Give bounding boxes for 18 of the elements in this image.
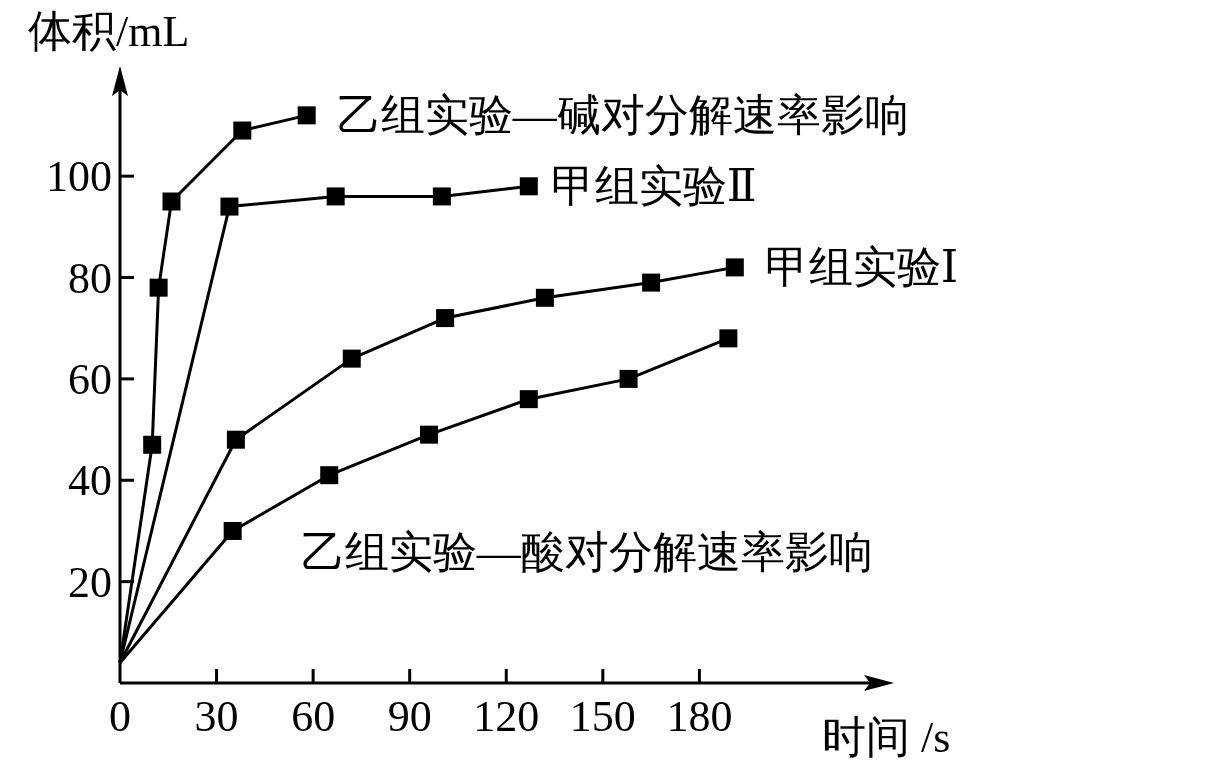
series-label: 甲组实验Ⅰ: [764, 243, 959, 293]
y-tick-label: 100: [46, 152, 112, 202]
x-tick-label: 90: [387, 692, 432, 741]
series-label: 乙组实验—碱对分解速率影响: [336, 91, 909, 141]
x-tick-label: 120: [473, 692, 540, 741]
x-tick-label: 180: [666, 692, 733, 741]
y-tick-label: 60: [68, 354, 112, 404]
x-axis-title: 时间 /s: [822, 713, 951, 762]
series-label: 乙组实验—酸对分解速率影响: [300, 527, 873, 577]
y-tick-label: 80: [68, 253, 112, 303]
y-tick-label: 40: [68, 456, 112, 506]
x-tick-label: 30: [194, 692, 239, 741]
x-tick-label: 150: [569, 692, 636, 741]
x-tick-label: 60: [291, 692, 336, 741]
x-tick-label: 0: [109, 692, 131, 741]
series-label: 甲组实验Ⅱ: [550, 162, 757, 212]
y-axis-title: 体积/mL: [28, 7, 190, 56]
y-tick-label: 20: [68, 557, 112, 607]
